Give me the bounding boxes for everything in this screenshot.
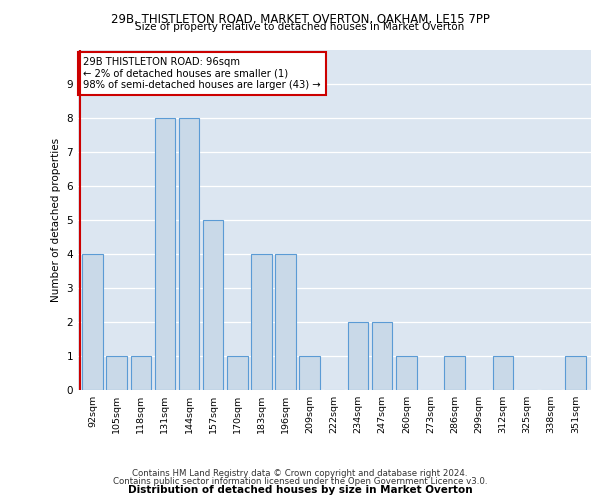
Text: Distribution of detached houses by size in Market Overton: Distribution of detached houses by size … bbox=[128, 485, 472, 495]
Text: Contains public sector information licensed under the Open Government Licence v3: Contains public sector information licen… bbox=[113, 477, 487, 486]
Bar bbox=[251, 254, 272, 390]
Bar bbox=[106, 356, 127, 390]
Bar bbox=[155, 118, 175, 390]
Bar bbox=[131, 356, 151, 390]
Text: Size of property relative to detached houses in Market Overton: Size of property relative to detached ho… bbox=[136, 22, 464, 32]
Bar bbox=[396, 356, 416, 390]
Bar bbox=[493, 356, 513, 390]
Bar bbox=[299, 356, 320, 390]
Text: 29B THISTLETON ROAD: 96sqm
← 2% of detached houses are smaller (1)
98% of semi-d: 29B THISTLETON ROAD: 96sqm ← 2% of detac… bbox=[83, 57, 321, 90]
Text: Contains HM Land Registry data © Crown copyright and database right 2024.: Contains HM Land Registry data © Crown c… bbox=[132, 468, 468, 477]
Bar bbox=[348, 322, 368, 390]
Bar bbox=[275, 254, 296, 390]
Bar bbox=[372, 322, 392, 390]
Bar bbox=[227, 356, 248, 390]
Y-axis label: Number of detached properties: Number of detached properties bbox=[51, 138, 61, 302]
Bar bbox=[203, 220, 223, 390]
Bar bbox=[565, 356, 586, 390]
Bar bbox=[179, 118, 199, 390]
Bar bbox=[445, 356, 465, 390]
Bar bbox=[82, 254, 103, 390]
Text: 29B, THISTLETON ROAD, MARKET OVERTON, OAKHAM, LE15 7PP: 29B, THISTLETON ROAD, MARKET OVERTON, OA… bbox=[110, 12, 490, 26]
